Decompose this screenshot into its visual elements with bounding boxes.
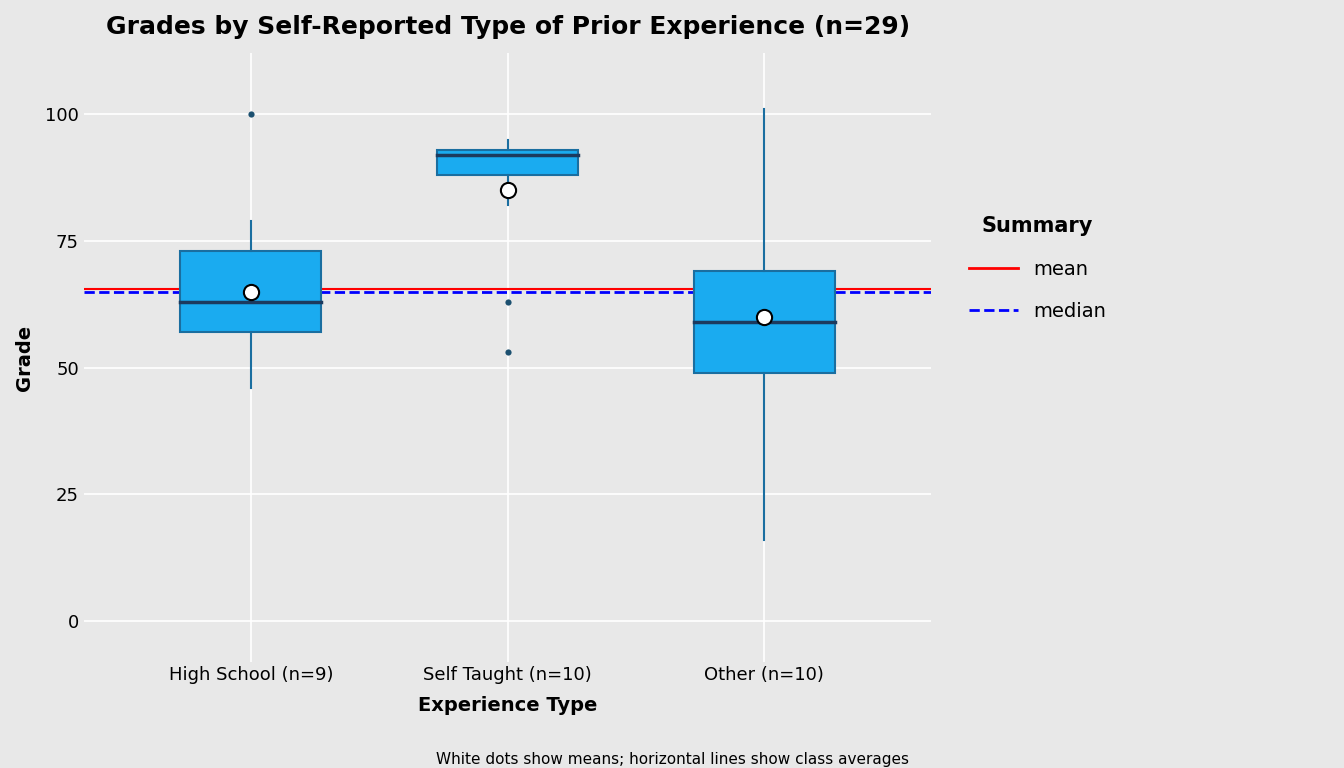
Text: White dots show means; horizontal lines show class averages: White dots show means; horizontal lines … (435, 752, 909, 767)
Title: Grades by Self-Reported Type of Prior Experience (n=29): Grades by Self-Reported Type of Prior Ex… (106, 15, 910, 39)
Point (241, 108, 262, 121)
Bar (437, 150, 578, 175)
Point (241, 286, 262, 298)
Bar (694, 271, 835, 372)
Point (754, 311, 775, 323)
Point (497, 184, 519, 197)
Y-axis label: Grade: Grade (15, 324, 34, 391)
Point (497, 296, 519, 308)
Point (497, 346, 519, 359)
Bar (180, 251, 321, 333)
Legend: mean, median: mean, median (949, 197, 1125, 340)
X-axis label: Experience Type: Experience Type (418, 696, 597, 714)
